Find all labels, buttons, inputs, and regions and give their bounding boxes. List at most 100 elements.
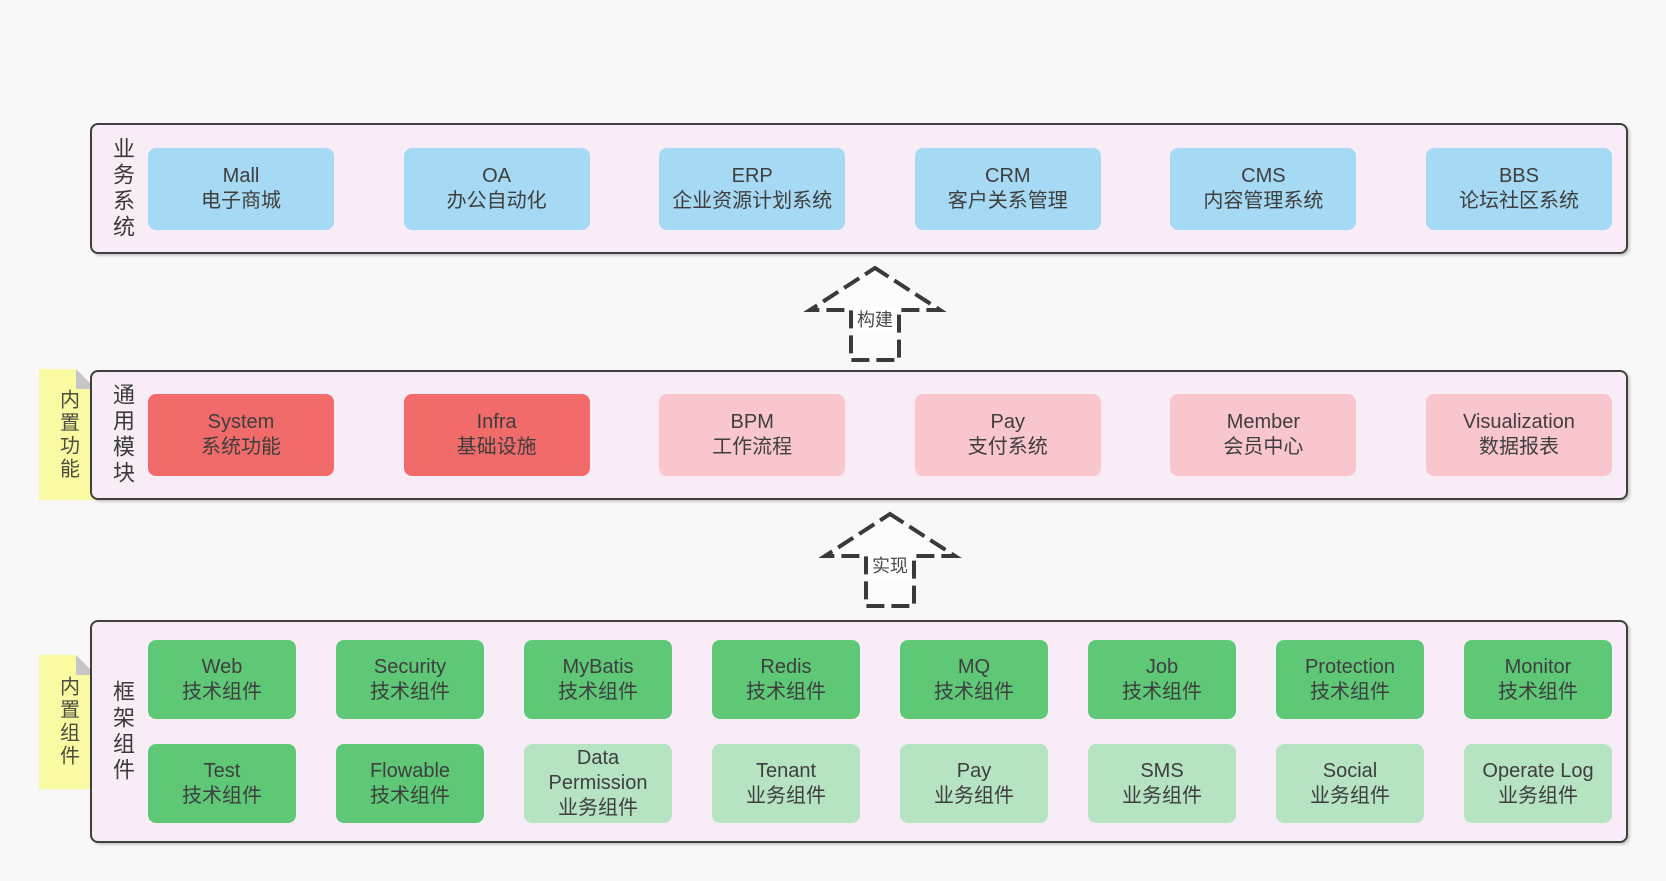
box-title: Infra <box>476 411 517 433</box>
box-desc: 客户关系管理 <box>947 189 1068 212</box>
box-oa: OA 办公自动化 <box>403 147 590 230</box>
layer-modules-label: 通用模块 <box>110 383 135 487</box>
business-box-row: Mall 电子商城 OA 办公自动化 ERP 企业资源计划系统 CRM 客户关系… <box>148 147 1612 230</box>
box-title: SMS <box>1140 759 1184 782</box>
box-title: CRM <box>985 164 1031 187</box>
box-title: Monitor <box>1504 655 1572 678</box>
box-job: Job 技术组件 <box>1088 640 1236 719</box>
box-mybatis: MyBatis 技术组件 <box>524 640 672 719</box>
box-title: Pay <box>956 759 992 782</box>
box-data-permission: Data Permission 业务组件 <box>524 744 672 823</box>
box-title: Operate Log <box>1482 759 1594 782</box>
layer-label-column: 框架组件 <box>102 622 142 841</box>
box-bpm: BPM 工作流程 <box>659 394 846 476</box>
box-title: Test <box>203 759 241 782</box>
box-desc: 电子商城 <box>201 189 281 212</box>
box-desc: 技术组件 <box>370 784 450 807</box>
box-title: Tenant <box>755 759 817 782</box>
box-desc: 会员中心 <box>1223 436 1304 458</box>
box-desc: 内容管理系统 <box>1203 189 1324 212</box>
box-desc: 业务组件 <box>934 784 1014 807</box>
box-title: System <box>207 411 275 433</box>
box-desc: 办公自动化 <box>446 189 547 212</box>
box-desc: 业务组件 <box>1122 784 1202 807</box>
box-monitor: Monitor 技术组件 <box>1464 640 1612 719</box>
box-title: Redis <box>760 655 812 678</box>
box-redis: Redis 技术组件 <box>712 640 860 719</box>
box-title: Security <box>373 655 447 678</box>
box-security: Security 技术组件 <box>336 640 484 719</box>
box-desc: 技术组件 <box>934 680 1014 703</box>
layer-label-column: 业务系统 <box>102 125 142 252</box>
box-sms: SMS 业务组件 <box>1088 744 1236 823</box>
box-title: Social <box>1322 759 1378 782</box>
arrow-build-label: 构建 <box>854 307 896 333</box>
box-crm: CRM 客户关系管理 <box>914 147 1101 230</box>
box-desc: 技术组件 <box>1310 680 1390 703</box>
components-box-grid: Web 技术组件 Security 技术组件 MyBatis 技术组件 Redi… <box>148 640 1612 823</box>
box-desc: 业务组件 <box>1498 784 1578 807</box>
box-tenant: Tenant 业务组件 <box>712 744 860 823</box>
tag-builtin-components-label: 内置组件 <box>56 676 79 768</box>
box-desc: 业务组件 <box>746 784 826 807</box>
box-mq: MQ 技术组件 <box>900 640 1048 719</box>
box-desc: 工作流程 <box>712 436 793 458</box>
box-title: OA <box>482 164 512 187</box>
tag-builtin-components: 内置组件 <box>39 655 96 789</box>
box-title: BBS <box>1498 164 1539 187</box>
box-title: Mall <box>222 164 260 187</box>
box-desc: 技术组件 <box>1122 680 1202 703</box>
box-operate-log: Operate Log 业务组件 <box>1464 744 1612 823</box>
arrow-build: 构建 <box>803 264 947 364</box>
tag-builtin-features-label: 内置功能 <box>56 388 79 481</box>
layer-components-label: 框架组件 <box>110 679 135 784</box>
box-title: Data Permission <box>548 747 648 794</box>
arrow-implement-label: 实现 <box>869 553 911 579</box>
layer-framework-components: 框架组件 Web 技术组件 Security 技术组件 MyBatis 技术组件… <box>90 620 1628 843</box>
layer-business-systems: 业务系统 Mall 电子商城 OA 办公自动化 ERP 企业资源计划系统 CRM… <box>90 123 1628 254</box>
arrow-implement: 实现 <box>818 510 962 610</box>
box-desc: 技术组件 <box>182 784 262 807</box>
box-flowable: Flowable 技术组件 <box>336 744 484 823</box>
box-cms: CMS 内容管理系统 <box>1170 147 1357 230</box>
box-title: ERP <box>731 164 773 187</box>
box-desc: 技术组件 <box>1498 680 1578 703</box>
box-title: Web <box>201 655 243 678</box>
box-title: Job <box>1145 655 1179 678</box>
box-desc: 论坛社区系统 <box>1458 189 1579 212</box>
box-title: CMS <box>1241 164 1286 187</box>
box-desc: 数据报表 <box>1478 436 1559 458</box>
box-desc: 业务组件 <box>1310 784 1390 807</box>
box-protection: Protection 技术组件 <box>1276 640 1424 719</box>
box-bbs: BBS 论坛社区系统 <box>1425 147 1612 230</box>
box-system: System 系统功能 <box>148 394 334 476</box>
box-desc: 企业资源计划系统 <box>672 189 833 212</box>
box-visualization: Visualization 数据报表 <box>1425 394 1612 476</box>
box-social: Social 业务组件 <box>1276 744 1424 823</box>
box-desc: 技术组件 <box>182 680 262 703</box>
box-desc: 技术组件 <box>746 680 826 703</box>
box-pay-component: Pay 业务组件 <box>900 744 1048 823</box>
box-desc: 基础设施 <box>456 436 537 458</box>
box-erp: ERP 企业资源计划系统 <box>659 147 846 230</box>
box-title: Visualization <box>1463 411 1575 433</box>
layer-business-label: 业务系统 <box>110 136 135 241</box>
box-title: Protection <box>1304 655 1396 678</box>
box-web: Web 技术组件 <box>148 640 296 719</box>
box-mall: Mall 电子商城 <box>148 147 334 230</box>
layer-label-column: 通用模块 <box>102 372 142 498</box>
box-member: Member 会员中心 <box>1170 394 1357 476</box>
box-desc: 支付系统 <box>967 436 1048 458</box>
box-pay: Pay 支付系统 <box>914 394 1101 476</box>
box-infra: Infra 基础设施 <box>403 394 590 476</box>
layer-common-modules: 通用模块 System 系统功能 Infra 基础设施 BPM 工作流程 Pay… <box>90 370 1628 500</box>
box-title: BPM <box>730 411 774 433</box>
box-desc: 技术组件 <box>370 680 450 703</box>
box-desc: 技术组件 <box>558 680 638 703</box>
modules-box-row: System 系统功能 Infra 基础设施 BPM 工作流程 Pay 支付系统… <box>148 394 1612 476</box>
box-title: Flowable <box>369 759 451 782</box>
box-title: MyBatis <box>562 655 634 678</box>
box-title: MQ <box>957 655 991 678</box>
box-desc: 业务组件 <box>558 797 638 819</box>
